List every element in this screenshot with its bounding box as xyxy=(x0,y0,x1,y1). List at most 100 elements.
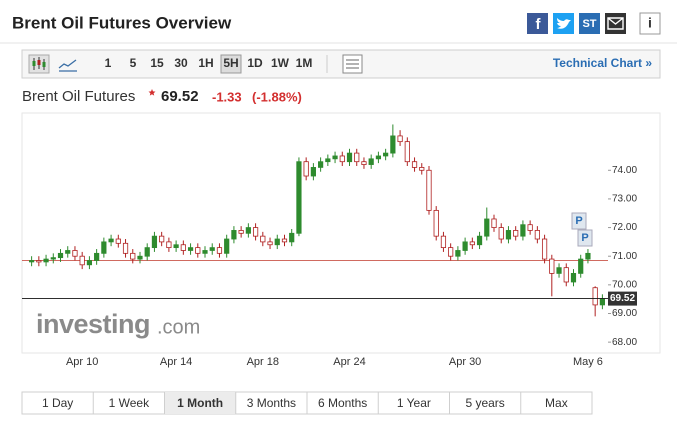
candle-body xyxy=(491,218,497,228)
range-button[interactable]: 1 Month xyxy=(177,396,223,410)
interval-button[interactable]: 5H xyxy=(223,56,238,70)
x-tick-label: Apr 14 xyxy=(160,356,192,368)
candle-body xyxy=(166,241,172,249)
candle-body xyxy=(448,247,454,257)
interval-button[interactable]: 1H xyxy=(198,56,213,70)
interval-button[interactable]: 1M xyxy=(296,56,313,70)
toolbar xyxy=(21,49,661,79)
candle-body xyxy=(296,161,302,234)
interval-button[interactable]: 1D xyxy=(247,56,263,70)
candle-body xyxy=(440,235,447,249)
candle-body xyxy=(570,272,577,283)
stocktwits-button[interactable] xyxy=(579,13,600,34)
range-button[interactable]: 1 Day xyxy=(42,396,73,410)
candle-body xyxy=(43,258,49,263)
price-change-percent: (-1.88%) xyxy=(252,89,302,104)
range-button[interactable]: 3 Months xyxy=(247,396,296,410)
interval-button[interactable]: 1W xyxy=(271,56,290,70)
last-price-box xyxy=(608,291,637,306)
x-tick-label: May 6 xyxy=(573,356,603,368)
candle-body xyxy=(339,155,345,163)
range-button[interactable]: 1 Week xyxy=(109,396,150,410)
mail-icon xyxy=(607,17,624,30)
candle-body xyxy=(361,161,367,165)
candle-body xyxy=(202,250,208,254)
candle-body xyxy=(29,260,35,263)
range-button[interactable]: 6 Months xyxy=(318,396,367,410)
candle-body xyxy=(592,287,598,306)
candle-body xyxy=(303,161,309,177)
x-tick-label: Apr 18 xyxy=(247,356,279,368)
selected-interval xyxy=(220,54,242,74)
candle-body xyxy=(318,161,324,168)
y-tick-label: 74.00 xyxy=(612,165,637,176)
price-change: -1.33 xyxy=(212,89,242,104)
candle-body xyxy=(325,158,331,163)
marker-label: P xyxy=(581,232,588,244)
candle-body xyxy=(426,169,432,211)
info-icon: i xyxy=(648,15,652,31)
range-button[interactable]: 5 years xyxy=(465,396,504,410)
watermark: .com xyxy=(157,316,200,338)
interval-button[interactable]: 30 xyxy=(174,56,188,70)
candle-body xyxy=(94,252,100,261)
info-button[interactable] xyxy=(639,12,661,35)
candle-body xyxy=(101,241,107,254)
technical-chart-link[interactable]: Technical Chart » xyxy=(553,56,652,70)
candle-body xyxy=(404,141,410,163)
range-button[interactable]: 1 Year xyxy=(397,396,431,410)
candle-body xyxy=(541,238,548,260)
y-tick-label: 70.00 xyxy=(612,279,637,290)
interval-group: 1 5 15 30 1H 5H 1D 1W 1M xyxy=(105,56,313,70)
candle-body xyxy=(390,135,396,154)
twitter-icon xyxy=(557,18,571,29)
candle-body xyxy=(484,218,490,237)
candle-body xyxy=(195,247,201,254)
watermark: investing xyxy=(36,309,150,339)
marker[interactable] xyxy=(577,229,593,247)
facebook-button[interactable] xyxy=(527,13,548,34)
candle-body xyxy=(520,224,526,237)
candle-body xyxy=(513,230,519,237)
candle-body xyxy=(267,241,273,246)
settings-icon xyxy=(346,59,359,69)
candle-body xyxy=(281,238,288,243)
range-button[interactable]: Max xyxy=(545,396,568,410)
range-group: 1 Day 1 Week 1 Month 3 Months 6 Months 1 Year… xyxy=(42,392,568,414)
delayed-icon xyxy=(148,89,156,96)
candle-body xyxy=(79,255,85,266)
candle-body xyxy=(549,258,555,274)
candle-body xyxy=(216,247,223,254)
candle-body xyxy=(224,238,230,254)
candle-body xyxy=(599,298,605,306)
candle-body xyxy=(411,161,418,168)
line-toggle[interactable] xyxy=(58,59,77,72)
candle-body xyxy=(476,235,483,246)
candle-body xyxy=(527,224,533,231)
candle-body xyxy=(383,152,389,157)
candle-body xyxy=(433,209,439,237)
y-tick-label: 69.00 xyxy=(612,308,637,319)
candle-body xyxy=(289,232,295,243)
facebook-icon: f xyxy=(536,16,542,33)
candle-body xyxy=(419,167,425,171)
candle-body xyxy=(578,258,584,274)
candle-body xyxy=(238,230,244,234)
candle-body xyxy=(122,242,129,254)
interval-button[interactable]: 1 xyxy=(105,56,112,70)
candle-body xyxy=(346,152,353,163)
candle-body xyxy=(245,227,251,234)
range-selected xyxy=(164,392,236,414)
plot: 68.00 69.00 70.00 71.00 72.00 73.00 74.00 Apr 1… xyxy=(22,124,637,368)
candle-body xyxy=(137,255,143,260)
candle-body xyxy=(274,238,280,246)
interval-button[interactable]: 5 xyxy=(130,56,137,70)
y-tick-label: 71.00 xyxy=(612,251,637,262)
candle-body xyxy=(231,230,237,240)
marker[interactable] xyxy=(571,212,587,230)
last-price: 69.52 xyxy=(161,88,199,105)
x-tick-label: Apr 10 xyxy=(66,356,98,368)
interval-button[interactable]: 15 xyxy=(150,56,164,70)
